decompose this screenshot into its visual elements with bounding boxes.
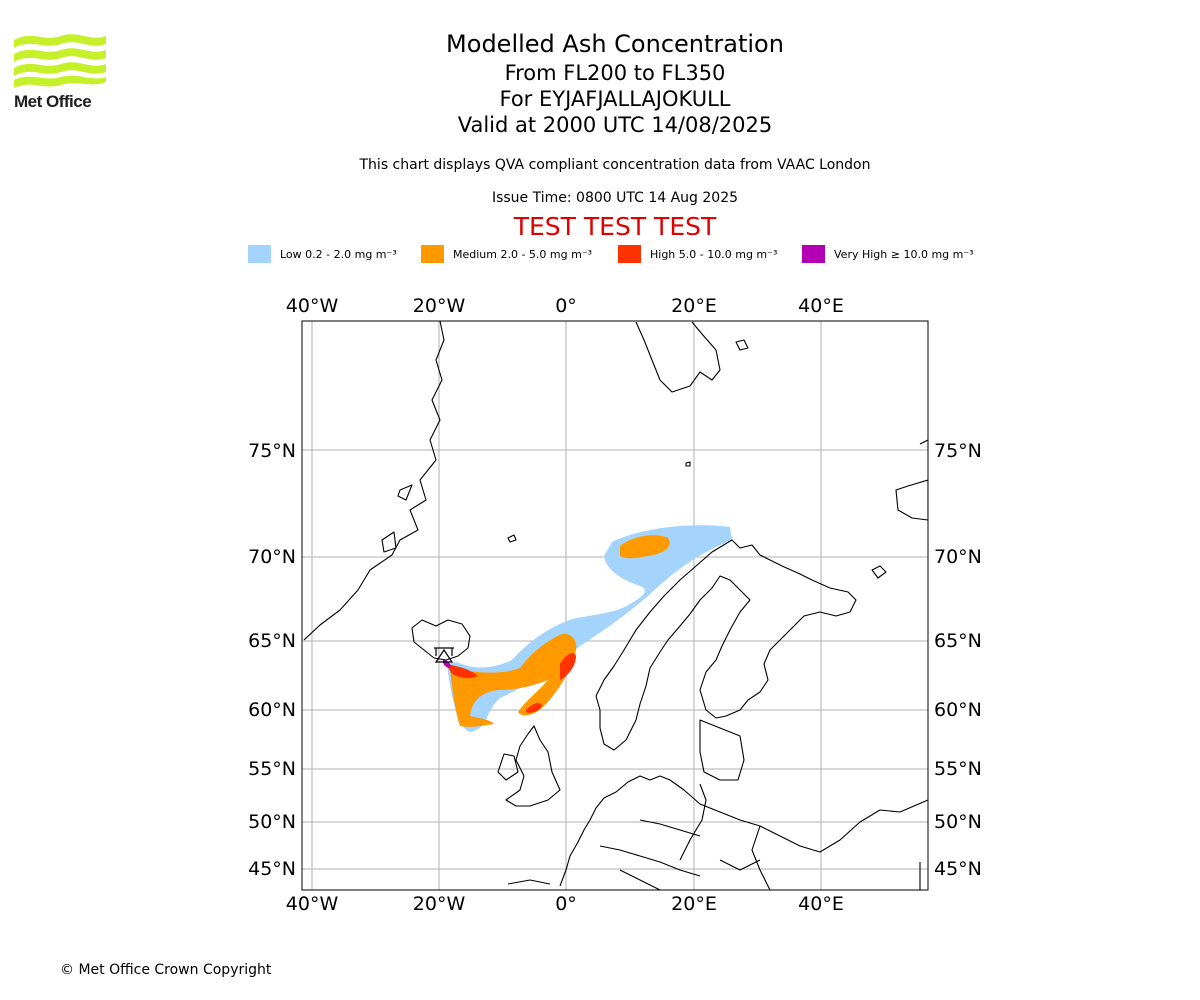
copyright-notice: © Met Office Crown Copyright — [60, 962, 272, 978]
chart-titles: Modelled Ash Concentration From FL200 to… — [0, 28, 1200, 138]
lon-label-bottom: 20°E — [671, 893, 717, 915]
lat-label-left: 60°N — [248, 699, 296, 721]
legend-swatch-very-high — [802, 245, 825, 263]
issue-time: Issue Time: 0800 UTC 14 Aug 2025 — [491, 190, 739, 206]
valid-time: Valid at 2000 UTC 14/08/2025 — [457, 113, 773, 137]
lon-label-bottom: 40°W — [286, 893, 339, 915]
legend-item-high: High 5.0 - 10.0 mg m⁻³ — [618, 244, 777, 264]
lat-label-left: 50°N — [248, 811, 296, 833]
legend-label-very-high: Very High ≥ 10.0 mg m⁻³ — [834, 247, 974, 261]
lon-label-top: 40°E — [798, 295, 844, 317]
legend-item-low: Low 0.2 - 2.0 mg m⁻³ — [248, 244, 397, 264]
legend-swatch-high — [618, 245, 641, 263]
legend-label-high: High 5.0 - 10.0 mg m⁻³ — [650, 247, 778, 261]
lon-label-top: 20°W — [413, 295, 466, 317]
level-range: From FL200 to FL350 — [504, 61, 726, 85]
legend-item-medium: Medium 2.0 - 5.0 mg m⁻³ — [421, 244, 592, 264]
lon-label-bottom: 40°E — [798, 893, 844, 915]
volcano-triangle-icon — [434, 647, 454, 663]
lat-label-left: 65°N — [248, 630, 296, 652]
lat-label-right: 60°N — [934, 699, 982, 721]
ash-map: 40°W 20°W 0° 20°E 40°E 40°W 20°W 0° 20°E… — [248, 295, 982, 915]
lon-label-bottom: 0° — [555, 893, 577, 915]
chart-description: This chart displays QVA compliant concen… — [359, 157, 871, 173]
lat-label-left: 45°N — [248, 858, 296, 880]
lat-label-left: 55°N — [248, 758, 296, 780]
ash-high-concentration — [446, 653, 576, 713]
lon-label-top: 40°W — [286, 295, 339, 317]
legend-label-medium: Medium 2.0 - 5.0 mg m⁻³ — [453, 247, 593, 261]
test-banner: TEST TEST TEST — [513, 212, 717, 241]
legend-item-very-high: Very High ≥ 10.0 mg m⁻³ — [802, 244, 974, 264]
coastlines — [303, 321, 928, 890]
met-office-logo-icon — [14, 34, 106, 88]
lon-label-bottom: 20°W — [413, 893, 466, 915]
lat-label-right: 45°N — [934, 858, 982, 880]
map-frame — [301, 320, 929, 891]
lat-label-left: 75°N — [248, 440, 296, 462]
ash-very-high-concentration — [442, 660, 451, 668]
ash-low-concentration — [447, 525, 732, 732]
legend-swatch-low — [248, 245, 271, 263]
lat-label-right: 70°N — [934, 546, 982, 568]
lat-label-right: 55°N — [934, 758, 982, 780]
lon-label-top: 20°E — [671, 295, 717, 317]
logo-wordmark: Met Office — [14, 92, 92, 111]
lat-label-right: 75°N — [934, 440, 982, 462]
chart-title: Modelled Ash Concentration — [446, 30, 784, 58]
map-gridlines — [302, 321, 928, 890]
legend-label-low: Low 0.2 - 2.0 mg m⁻³ — [280, 247, 397, 261]
legend-swatch-medium — [421, 245, 444, 263]
lat-label-left: 70°N — [248, 546, 296, 568]
lat-label-right: 50°N — [934, 811, 982, 833]
lon-label-top: 0° — [555, 295, 577, 317]
ash-medium-concentration — [450, 535, 670, 727]
concentration-legend: Low 0.2 - 2.0 mg m⁻³ Medium 2.0 - 5.0 mg… — [0, 244, 1200, 264]
lat-label-right: 65°N — [934, 630, 982, 652]
volcano-name: For EYJAFJALLAJOKULL — [499, 87, 731, 111]
